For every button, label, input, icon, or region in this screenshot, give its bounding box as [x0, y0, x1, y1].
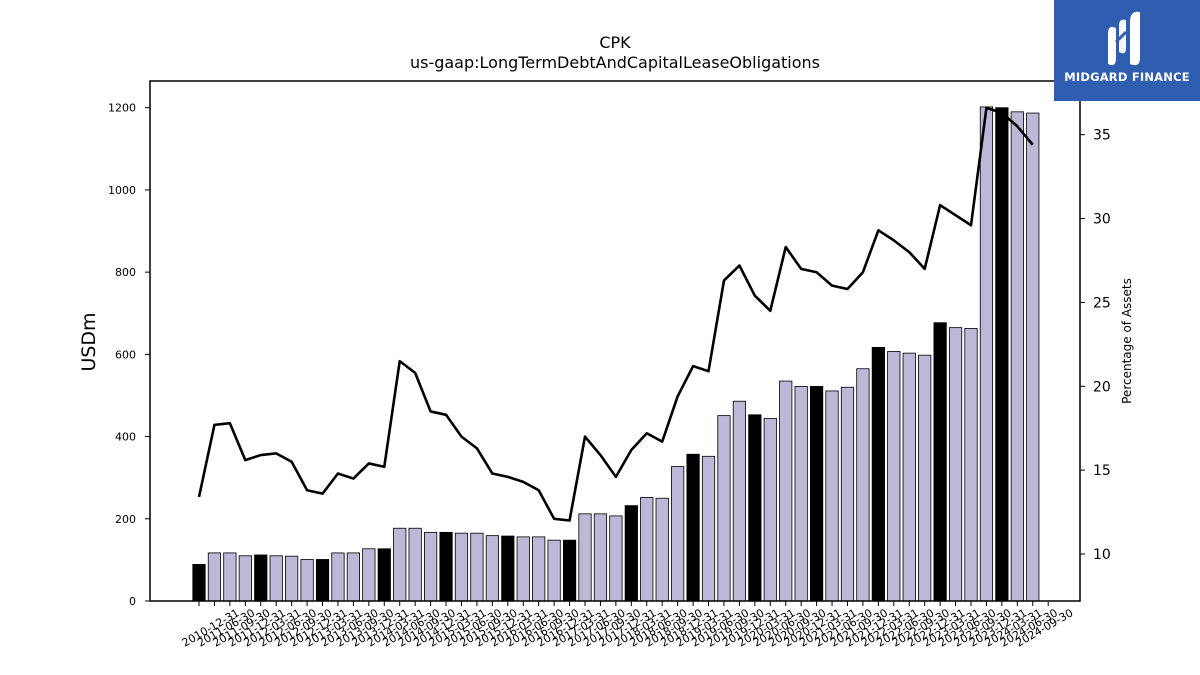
bar-2021-09-30 [856, 368, 870, 602]
y-tick-label-600: 600 [115, 348, 136, 361]
bar-2022-06-30 [902, 352, 916, 602]
y2-tick-label-30: 30 [1093, 212, 1111, 228]
y-axis-right: 10 15 20 25 30 35 [1080, 128, 1111, 563]
bar-2024-06-30 [1026, 112, 1040, 602]
line-percentage-of-assets [197, 106, 1034, 522]
bar-2011-09-30 [238, 555, 252, 602]
x-axis: 2010-12-312011-06-302011-09-302011-12-31… [180, 601, 1075, 650]
bar-2017-03-31 [578, 513, 592, 602]
bar-2014-09-30 [423, 531, 438, 602]
y2-tick-label-10: 10 [1093, 547, 1111, 563]
bar-2018-06-30 [655, 497, 669, 602]
y-axis-left: 0 200 400 600 800 1000 1200 [108, 102, 150, 608]
bar-2017-09-30 [609, 515, 623, 602]
bar-2016-03-31 [516, 536, 530, 602]
bar-series [192, 106, 1040, 602]
bar-2013-03-31 [331, 552, 345, 602]
bar-2018-09-30 [671, 466, 685, 602]
y-axis-label: USDm [78, 312, 100, 371]
bar-2023-12-31 [995, 107, 1009, 602]
bar-2022-12-31 [933, 322, 947, 602]
bar-2016-12-31 [562, 539, 577, 602]
y2-tick-label-35: 35 [1093, 128, 1111, 144]
y-tick-label-1200: 1200 [108, 102, 136, 115]
bar-2011-03-31 [207, 552, 222, 602]
bar-2012-03-31 [269, 555, 283, 602]
bar-2016-09-30 [547, 539, 561, 602]
bar-2012-12-31 [315, 559, 330, 602]
bar-2015-09-30 [485, 535, 499, 602]
bar-2023-09-30 [979, 106, 994, 602]
y2-tick-label-20: 20 [1093, 379, 1111, 395]
bar-2020-12-31 [810, 386, 824, 602]
chart-subtitle: us-gaap:LongTermDebtAndCapitalLeaseOblig… [410, 53, 820, 72]
bar-2021-06-30 [840, 386, 855, 602]
bar-2019-03-31 [701, 455, 716, 602]
y2-tick-label-25: 25 [1093, 295, 1111, 311]
plot-frame [149, 80, 1081, 602]
bar-2012-06-30 [285, 555, 299, 602]
y2-axis-label: Percentage of Assets [1120, 278, 1134, 404]
bar-2022-09-30 [918, 354, 932, 602]
bar-2014-03-31 [393, 527, 407, 602]
brand-logo: MIDGARD FINANCE [1054, 0, 1200, 101]
bar-2017-06-30 [593, 513, 608, 602]
bar-2019-12-31 [748, 414, 762, 602]
bar-2019-09-30 [732, 400, 747, 602]
bar-2020-09-30 [794, 386, 808, 602]
bar-2013-06-30 [346, 552, 361, 602]
bar-2016-06-30 [532, 536, 546, 602]
y-tick-label-1000: 1000 [108, 184, 136, 197]
bar-2014-12-31 [439, 531, 453, 602]
bar-2014-06-30 [408, 527, 422, 602]
y2-tick-label-15: 15 [1093, 463, 1111, 479]
bar-2013-12-31 [377, 548, 391, 602]
bar-2020-06-30 [779, 380, 793, 602]
bar-2024-03-31 [1010, 111, 1024, 602]
line-series [197, 106, 1034, 522]
bar-2015-03-31 [454, 532, 469, 602]
bar-2011-06-30 [223, 552, 237, 602]
bar-2021-12-31 [871, 346, 885, 602]
bar-2012-09-30 [300, 559, 314, 602]
y-tick-label-400: 400 [115, 431, 136, 444]
bar-2017-12-31 [624, 505, 638, 602]
bar-2020-03-31 [763, 418, 777, 602]
logo-text: MIDGARD FINANCE [1064, 70, 1190, 84]
bar-2019-06-30 [717, 415, 731, 602]
y-tick-label-0: 0 [129, 595, 136, 608]
bar-2010-12-31 [192, 564, 206, 602]
bar-2013-09-30 [362, 548, 376, 602]
bar-2011-12-31 [254, 554, 268, 602]
bar-2022-03-31 [887, 351, 901, 602]
y-tick-label-800: 800 [115, 266, 136, 279]
bar-2021-03-31 [825, 390, 839, 602]
bar-2018-12-31 [686, 453, 700, 602]
bar-2015-06-30 [470, 532, 484, 602]
bar-2015-12-31 [501, 535, 515, 602]
logo-mark-icon [1108, 11, 1140, 66]
bar-2023-03-31 [948, 327, 963, 602]
bar-2018-03-31 [640, 497, 654, 602]
bar-2023-06-30 [964, 328, 978, 602]
chart-title: CPK [599, 33, 631, 52]
y-tick-label-200: 200 [115, 513, 136, 526]
